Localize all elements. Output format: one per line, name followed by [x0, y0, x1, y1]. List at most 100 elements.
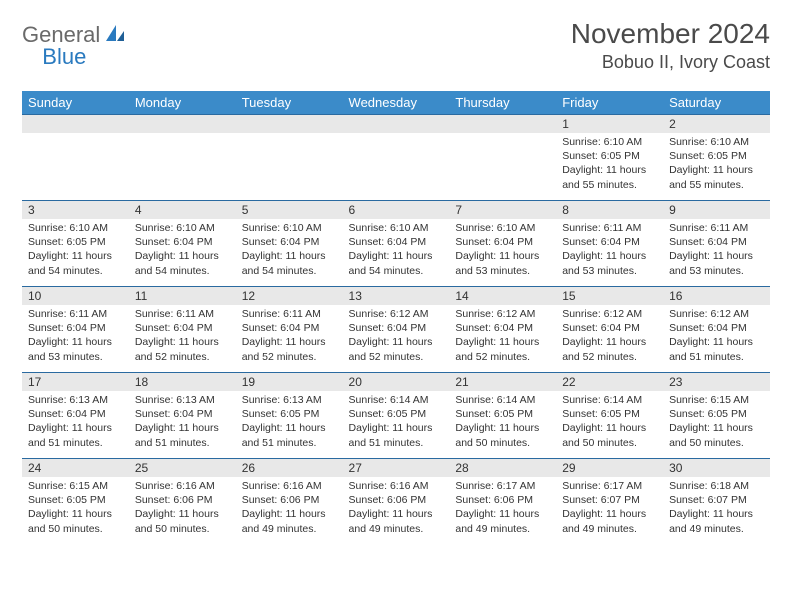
day-details: Sunrise: 6:18 AMSunset: 6:07 PMDaylight:… — [663, 477, 770, 540]
detail-line: Daylight: 11 hours and 49 minutes. — [349, 507, 444, 535]
calendar-day-cell: 7Sunrise: 6:10 AMSunset: 6:04 PMDaylight… — [449, 201, 556, 287]
title-block: November 2024 Bobuo II, Ivory Coast — [571, 18, 770, 73]
detail-line: Daylight: 11 hours and 50 minutes. — [28, 507, 123, 535]
detail-line: Sunset: 6:04 PM — [562, 235, 657, 249]
day-number: 8 — [556, 201, 663, 219]
day-number: 24 — [22, 459, 129, 477]
calendar-day-cell: 6Sunrise: 6:10 AMSunset: 6:04 PMDaylight… — [343, 201, 450, 287]
calendar-week-row: 1Sunrise: 6:10 AMSunset: 6:05 PMDaylight… — [22, 115, 770, 201]
calendar-week-row: 3Sunrise: 6:10 AMSunset: 6:05 PMDaylight… — [22, 201, 770, 287]
day-details: Sunrise: 6:10 AMSunset: 6:04 PMDaylight:… — [236, 219, 343, 282]
detail-line: Daylight: 11 hours and 52 minutes. — [135, 335, 230, 363]
detail-line: Daylight: 11 hours and 55 minutes. — [562, 163, 657, 191]
detail-line: Daylight: 11 hours and 49 minutes. — [562, 507, 657, 535]
day-number: 15 — [556, 287, 663, 305]
brand-part2: Blue — [42, 44, 86, 70]
detail-line: Sunrise: 6:13 AM — [135, 393, 230, 407]
detail-line: Daylight: 11 hours and 52 minutes. — [562, 335, 657, 363]
calendar-day-cell — [343, 115, 450, 201]
day-number: 22 — [556, 373, 663, 391]
day-details: Sunrise: 6:14 AMSunset: 6:05 PMDaylight:… — [449, 391, 556, 454]
detail-line: Sunset: 6:04 PM — [562, 321, 657, 335]
detail-line: Sunset: 6:06 PM — [135, 493, 230, 507]
detail-line: Sunset: 6:04 PM — [135, 321, 230, 335]
detail-line: Sunset: 6:04 PM — [349, 235, 444, 249]
detail-line: Daylight: 11 hours and 53 minutes. — [562, 249, 657, 277]
detail-line: Daylight: 11 hours and 53 minutes. — [28, 335, 123, 363]
detail-line: Daylight: 11 hours and 49 minutes. — [669, 507, 764, 535]
weekday-header: Tuesday — [236, 91, 343, 115]
detail-line: Sunset: 6:04 PM — [669, 235, 764, 249]
calendar-day-cell: 4Sunrise: 6:10 AMSunset: 6:04 PMDaylight… — [129, 201, 236, 287]
calendar-day-cell: 22Sunrise: 6:14 AMSunset: 6:05 PMDayligh… — [556, 373, 663, 459]
day-details: Sunrise: 6:16 AMSunset: 6:06 PMDaylight:… — [343, 477, 450, 540]
calendar-day-cell: 13Sunrise: 6:12 AMSunset: 6:04 PMDayligh… — [343, 287, 450, 373]
detail-line: Daylight: 11 hours and 51 minutes. — [242, 421, 337, 449]
day-number: 9 — [663, 201, 770, 219]
day-details: Sunrise: 6:10 AMSunset: 6:04 PMDaylight:… — [129, 219, 236, 282]
calendar-day-cell: 20Sunrise: 6:14 AMSunset: 6:05 PMDayligh… — [343, 373, 450, 459]
day-details: Sunrise: 6:11 AMSunset: 6:04 PMDaylight:… — [663, 219, 770, 282]
day-number: 25 — [129, 459, 236, 477]
detail-line: Sunset: 6:04 PM — [135, 235, 230, 249]
detail-line: Sunrise: 6:10 AM — [242, 221, 337, 235]
day-details: Sunrise: 6:10 AMSunset: 6:05 PMDaylight:… — [556, 133, 663, 196]
day-details: Sunrise: 6:14 AMSunset: 6:05 PMDaylight:… — [556, 391, 663, 454]
weekday-header-row: Sunday Monday Tuesday Wednesday Thursday… — [22, 91, 770, 115]
detail-line: Sunset: 6:05 PM — [562, 407, 657, 421]
day-number: 7 — [449, 201, 556, 219]
detail-line: Sunrise: 6:10 AM — [455, 221, 550, 235]
day-number: 14 — [449, 287, 556, 305]
day-details: Sunrise: 6:10 AMSunset: 6:05 PMDaylight:… — [22, 219, 129, 282]
day-details: Sunrise: 6:12 AMSunset: 6:04 PMDaylight:… — [556, 305, 663, 368]
sail-icon — [104, 23, 126, 48]
day-details: Sunrise: 6:11 AMSunset: 6:04 PMDaylight:… — [236, 305, 343, 368]
detail-line: Daylight: 11 hours and 55 minutes. — [669, 163, 764, 191]
day-details: Sunrise: 6:17 AMSunset: 6:07 PMDaylight:… — [556, 477, 663, 540]
calendar-day-cell: 8 Sunrise: 6:11 AMSunset: 6:04 PMDaylight… — [556, 201, 663, 287]
weekday-header: Monday — [129, 91, 236, 115]
detail-line: Sunrise: 6:10 AM — [28, 221, 123, 235]
detail-line: Daylight: 11 hours and 51 minutes. — [349, 421, 444, 449]
calendar-day-cell: 16Sunrise: 6:12 AMSunset: 6:04 PMDayligh… — [663, 287, 770, 373]
calendar-day-cell: 30Sunrise: 6:18 AMSunset: 6:07 PMDayligh… — [663, 459, 770, 545]
detail-line: Sunset: 6:06 PM — [349, 493, 444, 507]
detail-line: Sunset: 6:05 PM — [562, 149, 657, 163]
detail-line: Sunrise: 6:10 AM — [135, 221, 230, 235]
detail-line: Daylight: 11 hours and 49 minutes. — [242, 507, 337, 535]
calendar-day-cell: 24Sunrise: 6:15 AMSunset: 6:05 PMDayligh… — [22, 459, 129, 545]
detail-line: Daylight: 11 hours and 51 minutes. — [669, 335, 764, 363]
detail-line: Sunrise: 6:11 AM — [135, 307, 230, 321]
detail-line: Sunrise: 6:16 AM — [242, 479, 337, 493]
sunrise-calendar: Sunday Monday Tuesday Wednesday Thursday… — [22, 91, 770, 545]
day-details: Sunrise: 6:14 AMSunset: 6:05 PMDaylight:… — [343, 391, 450, 454]
detail-line: Sunrise: 6:12 AM — [349, 307, 444, 321]
calendar-day-cell: 12Sunrise: 6:11 AMSunset: 6:04 PMDayligh… — [236, 287, 343, 373]
day-number: 26 — [236, 459, 343, 477]
detail-line: Sunset: 6:04 PM — [455, 321, 550, 335]
detail-line: Sunset: 6:04 PM — [242, 321, 337, 335]
calendar-day-cell: 2Sunrise: 6:10 AMSunset: 6:05 PMDaylight… — [663, 115, 770, 201]
day-number: 1 — [556, 115, 663, 133]
day-details: Sunrise: 6:16 AMSunset: 6:06 PMDaylight:… — [236, 477, 343, 540]
day-number: 17 — [22, 373, 129, 391]
calendar-day-cell: 28Sunrise: 6:17 AMSunset: 6:06 PMDayligh… — [449, 459, 556, 545]
detail-line: Daylight: 11 hours and 52 minutes. — [349, 335, 444, 363]
calendar-day-cell — [129, 115, 236, 201]
brand-logo: General Blue — [22, 22, 172, 48]
detail-line: Sunrise: 6:12 AM — [669, 307, 764, 321]
detail-line: Sunset: 6:07 PM — [669, 493, 764, 507]
day-details: Sunrise: 6:10 AMSunset: 6:04 PMDaylight:… — [449, 219, 556, 282]
detail-line: Daylight: 11 hours and 50 minutes. — [562, 421, 657, 449]
day-number: 18 — [129, 373, 236, 391]
day-details: Sunrise: 6:13 AMSunset: 6:05 PMDaylight:… — [236, 391, 343, 454]
day-number: 11 — [129, 287, 236, 305]
detail-line: Sunrise: 6:11 AM — [562, 221, 657, 235]
detail-line: Daylight: 11 hours and 52 minutes. — [455, 335, 550, 363]
detail-line: Sunrise: 6:15 AM — [669, 393, 764, 407]
detail-line: Sunset: 6:04 PM — [28, 407, 123, 421]
detail-line: Sunrise: 6:14 AM — [455, 393, 550, 407]
day-details: Sunrise: 6:11 AMSunset: 6:04 PMDaylight:… — [129, 305, 236, 368]
calendar-day-cell — [22, 115, 129, 201]
calendar-day-cell: 17Sunrise: 6:13 AMSunset: 6:04 PMDayligh… — [22, 373, 129, 459]
